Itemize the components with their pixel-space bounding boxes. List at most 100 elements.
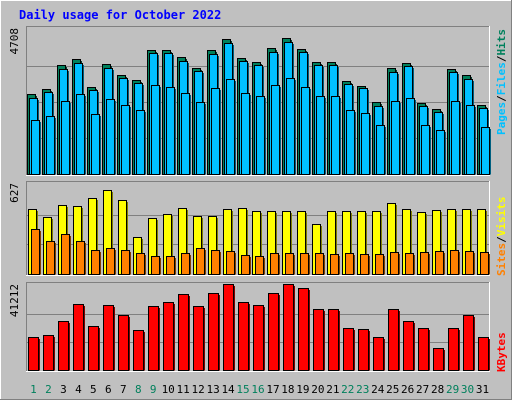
series-sites bbox=[31, 229, 490, 275]
bar-pages-day-10 bbox=[166, 87, 175, 175]
x-tick-label-day-26: 26 bbox=[401, 383, 414, 396]
bar-pages-day-31 bbox=[481, 127, 490, 175]
bar-pages-day-22 bbox=[346, 110, 355, 175]
bar-pages-day-9 bbox=[151, 85, 160, 175]
bar-sites-day-2 bbox=[46, 241, 55, 275]
x-tick-label-day-5: 5 bbox=[90, 383, 97, 396]
bar-sites-day-7 bbox=[121, 250, 130, 275]
bar-sites-day-1 bbox=[31, 229, 40, 275]
bar-sites-day-17 bbox=[270, 253, 279, 275]
bar-sites-day-25 bbox=[390, 252, 399, 275]
bar-kbytes-day-12 bbox=[193, 306, 204, 371]
x-tick-label-day-12: 12 bbox=[192, 383, 205, 396]
bar-pages-day-7 bbox=[121, 105, 130, 175]
bar-sites-day-11 bbox=[181, 253, 190, 275]
side-label-visits: Sites/Visits bbox=[495, 197, 508, 277]
bar-kbytes-day-31 bbox=[478, 337, 489, 371]
series-kbytes bbox=[28, 284, 490, 371]
bar-sites-day-6 bbox=[106, 248, 115, 275]
side-label-part: Visits bbox=[495, 197, 508, 237]
bar-pages-day-28 bbox=[436, 130, 445, 175]
bar-kbytes-day-27 bbox=[418, 328, 429, 371]
x-tick-label-day-23: 23 bbox=[356, 383, 369, 396]
x-tick-label-day-8: 8 bbox=[135, 383, 142, 396]
x-tick-label-day-18: 18 bbox=[281, 383, 294, 396]
x-tick-label-day-9: 9 bbox=[150, 383, 157, 396]
bar-kbytes-day-1 bbox=[28, 337, 39, 371]
bar-pages-day-27 bbox=[421, 125, 430, 175]
bar-kbytes-day-28 bbox=[433, 348, 444, 371]
bar-pages-day-4 bbox=[76, 94, 85, 175]
x-tick-label-day-11: 11 bbox=[177, 383, 190, 396]
x-tick-label-day-21: 21 bbox=[326, 383, 339, 396]
bar-kbytes-day-14 bbox=[223, 284, 234, 371]
bar-sites-day-5 bbox=[91, 250, 100, 275]
x-tick-label-day-27: 27 bbox=[416, 383, 429, 396]
x-tick-label-day-30: 30 bbox=[461, 383, 474, 396]
x-tick-label-day-2: 2 bbox=[45, 383, 52, 396]
x-tick-label-day-14: 14 bbox=[221, 383, 235, 396]
x-tick-label-day-6: 6 bbox=[105, 383, 112, 396]
panel-kbytes: 41212 KBytes bbox=[8, 282, 508, 372]
bar-pages-day-8 bbox=[136, 110, 145, 175]
x-tick-label-day-1: 1 bbox=[30, 383, 37, 396]
bar-pages-day-30 bbox=[466, 105, 475, 175]
bar-kbytes-day-2 bbox=[43, 335, 54, 371]
bar-pages-day-6 bbox=[106, 99, 115, 175]
bar-kbytes-day-11 bbox=[178, 294, 189, 371]
bar-pages-day-26 bbox=[406, 98, 415, 175]
bar-kbytes-day-24 bbox=[373, 337, 384, 371]
bar-sites-day-22 bbox=[345, 253, 354, 275]
bar-kbytes-day-21 bbox=[328, 309, 339, 371]
side-label-part: Files bbox=[495, 62, 508, 95]
bar-sites-day-31 bbox=[480, 252, 489, 275]
bar-sites-day-21 bbox=[330, 254, 339, 275]
bar-kbytes-day-20 bbox=[313, 309, 324, 371]
bar-sites-day-3 bbox=[61, 234, 70, 275]
bar-pages-day-13 bbox=[211, 88, 220, 175]
bar-sites-day-14 bbox=[226, 251, 235, 275]
bar-sites-day-4 bbox=[76, 241, 85, 275]
bar-pages-day-29 bbox=[451, 101, 460, 175]
bar-sites-day-13 bbox=[211, 250, 220, 275]
bar-sites-day-9 bbox=[151, 256, 160, 275]
x-tick-label-day-24: 24 bbox=[371, 383, 385, 396]
panel-visits: 627 Sites/Visits bbox=[8, 181, 508, 276]
bar-kbytes-day-19 bbox=[298, 288, 309, 371]
bar-sites-day-28 bbox=[435, 251, 444, 275]
bar-sites-day-30 bbox=[465, 251, 474, 275]
side-label-part: / bbox=[495, 236, 508, 243]
bar-kbytes-day-8 bbox=[133, 330, 144, 371]
bar-kbytes-day-29 bbox=[448, 328, 459, 371]
bar-kbytes-day-18 bbox=[283, 284, 294, 371]
bar-sites-day-24 bbox=[375, 254, 384, 275]
x-tick-label-day-4: 4 bbox=[75, 383, 82, 396]
bar-kbytes-day-4 bbox=[73, 304, 84, 371]
bar-sites-day-15 bbox=[241, 255, 250, 275]
bar-sites-day-19 bbox=[300, 253, 309, 275]
bar-kbytes-day-10 bbox=[163, 302, 174, 371]
chart-title: Daily usage for October 2022 bbox=[19, 8, 221, 22]
bar-kbytes-day-6 bbox=[103, 305, 114, 371]
bar-pages-day-19 bbox=[301, 87, 310, 175]
x-tick-label-day-20: 20 bbox=[311, 383, 324, 396]
x-tick-label-day-7: 7 bbox=[120, 383, 127, 396]
x-tick-label-day-10: 10 bbox=[162, 383, 175, 396]
side-label-part: / bbox=[495, 55, 508, 62]
bar-pages-day-11 bbox=[181, 93, 190, 175]
bar-sites-day-23 bbox=[360, 254, 369, 275]
bar-kbytes-day-30 bbox=[463, 315, 474, 371]
bar-sites-day-26 bbox=[405, 253, 414, 275]
x-tick-label-day-19: 19 bbox=[296, 383, 309, 396]
bar-pages-day-17 bbox=[271, 85, 280, 175]
bar-kbytes-day-13 bbox=[208, 293, 219, 371]
series-pages bbox=[31, 78, 491, 175]
bar-sites-day-18 bbox=[285, 253, 294, 275]
x-axis-day-labels: 1 2 3 4 5 6 7 8 9 10 11 12 13 14 15 16 17 18 19 20 21 22 23 24 2… bbox=[30, 383, 489, 396]
x-tick-label-day-3: 3 bbox=[60, 383, 67, 396]
bar-pages-day-5 bbox=[91, 114, 100, 175]
x-tick-label-day-16: 16 bbox=[251, 383, 264, 396]
bar-sites-day-8 bbox=[136, 253, 145, 275]
